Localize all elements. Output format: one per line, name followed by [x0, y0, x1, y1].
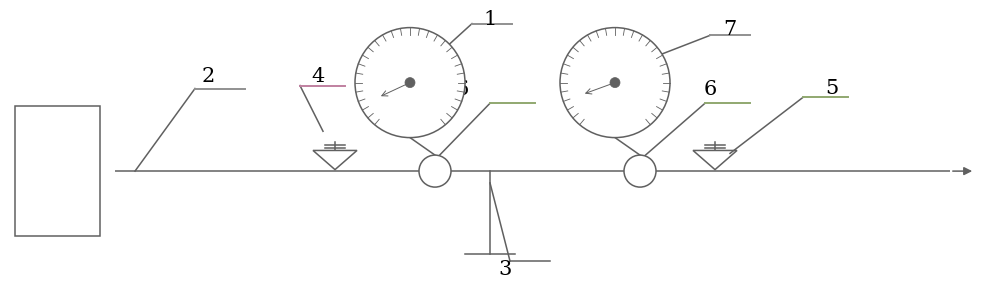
Text: 5: 5 — [825, 79, 839, 98]
Text: 2: 2 — [201, 67, 215, 86]
Text: 1: 1 — [483, 10, 497, 29]
Ellipse shape — [610, 78, 620, 88]
Text: 6: 6 — [455, 81, 469, 99]
Ellipse shape — [560, 28, 670, 137]
Text: 3: 3 — [498, 260, 512, 279]
Ellipse shape — [419, 155, 451, 187]
Bar — [15, 106, 100, 236]
Text: 6: 6 — [703, 81, 717, 99]
Ellipse shape — [405, 78, 415, 88]
Ellipse shape — [624, 155, 656, 187]
Text: 4: 4 — [311, 67, 325, 86]
Text: 7: 7 — [723, 20, 737, 39]
Ellipse shape — [355, 28, 465, 137]
